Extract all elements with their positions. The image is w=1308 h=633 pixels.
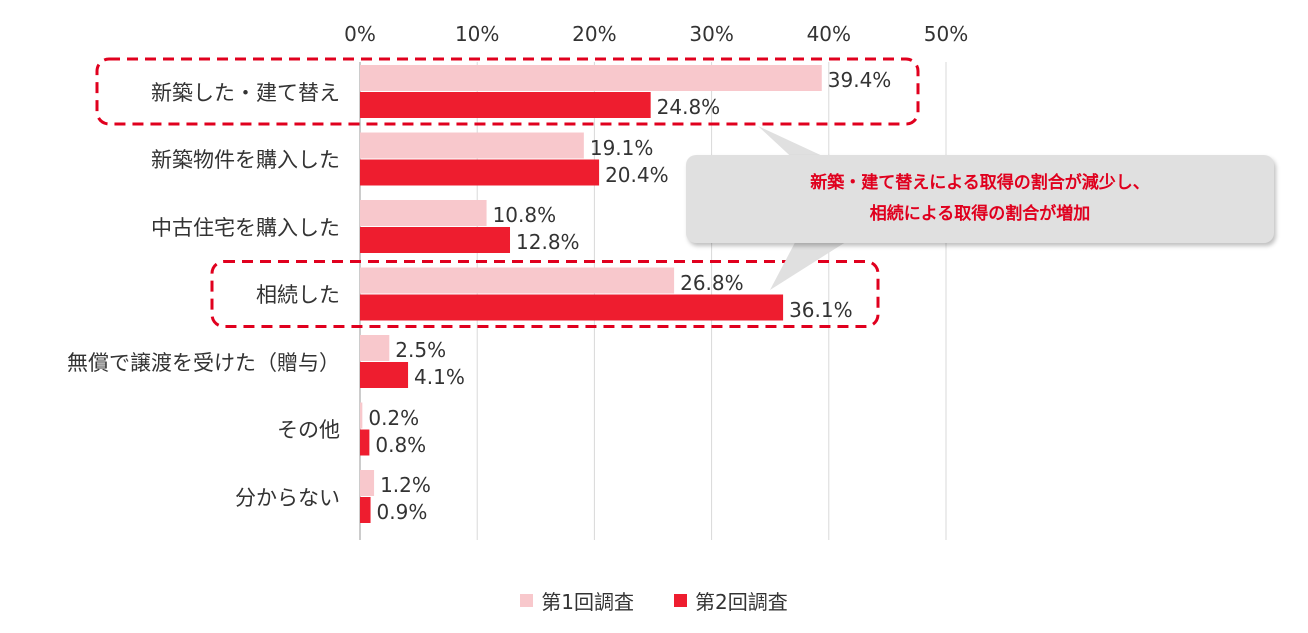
data-label: 39.4%	[827, 68, 892, 92]
category-label: 新築した・建て替え	[151, 80, 340, 105]
bar-2	[360, 92, 651, 118]
bar-2	[360, 497, 371, 523]
bar-1	[360, 470, 375, 496]
legend-swatch-series-1	[520, 594, 534, 607]
callout-tail-bottom	[770, 233, 860, 290]
data-label: 26.8%	[680, 270, 744, 295]
bar-1	[360, 132, 584, 159]
data-label: 1.2%	[380, 473, 431, 497]
data-label: 0.8%	[375, 432, 427, 457]
legend-item-series-2: 第2回調査	[674, 586, 788, 615]
legend-label-series-2: 第2回調査	[695, 590, 788, 614]
legend-swatch-series-2	[674, 594, 687, 607]
data-label: 19.1%	[589, 135, 654, 160]
data-label: 0.9%	[376, 500, 428, 524]
x-tick-label: 10%	[454, 22, 500, 46]
callout-line-2: 相続による取得の割合が増加	[869, 204, 1091, 224]
callout-line-1: 新築・建て替えによる取得の割合が減少し、	[810, 173, 1150, 193]
data-label: 2.5%	[395, 338, 447, 362]
legend-item-series-1: 第1回調査	[520, 586, 634, 615]
category-label: 中古住宅を購入した	[151, 215, 340, 240]
legend: 第1回調査 第2回調査	[0, 586, 1308, 615]
x-tick-label: 40%	[806, 22, 852, 46]
x-tick-label: 50%	[923, 22, 969, 46]
category-label: その他	[277, 418, 340, 442]
bar-2	[360, 362, 409, 388]
data-label: 10.8%	[492, 203, 557, 227]
callout-box: 新築・建て替えによる取得の割合が減少し、 相続による取得の割合が増加	[686, 155, 1274, 243]
bar-1	[360, 65, 822, 91]
category-label: 無償で譲渡を受けた（贈与）	[67, 350, 340, 375]
x-tick-label: 20%	[572, 22, 617, 46]
bar-1	[360, 200, 487, 226]
data-label: 12.8%	[516, 230, 580, 254]
bar-1	[360, 267, 675, 294]
data-label: 20.4%	[605, 162, 669, 187]
data-label: 24.8%	[656, 95, 721, 119]
bar-1	[360, 402, 363, 429]
bar-2	[360, 227, 511, 253]
bar-1	[360, 335, 390, 361]
category-label: 新築物件を購入した	[151, 148, 340, 172]
highlight-box	[95, 57, 920, 126]
x-tick-label: 0%	[344, 22, 376, 46]
data-label: 4.1%	[414, 365, 465, 389]
data-label: 36.1%	[789, 297, 853, 322]
bar-2	[360, 294, 784, 321]
data-label: 0.2%	[368, 405, 420, 430]
category-label: 分からない	[235, 485, 340, 510]
bar-2	[360, 159, 600, 186]
legend-label-series-1: 第1回調査	[541, 590, 634, 614]
x-tick-label: 30%	[689, 22, 734, 46]
category-label: 相続した	[256, 283, 340, 307]
bar-2	[360, 429, 370, 456]
